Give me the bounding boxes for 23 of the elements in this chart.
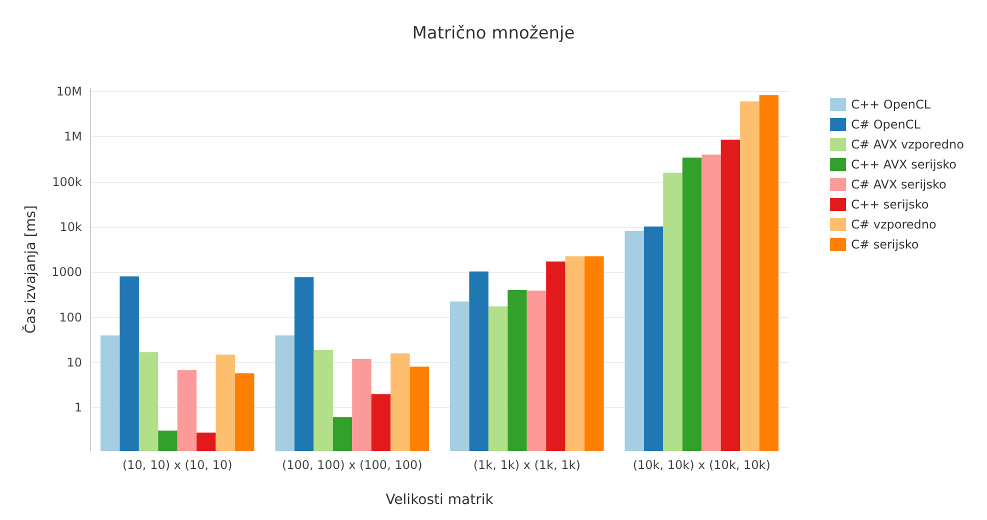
legend-label: C# AVX serijsko: [851, 178, 946, 192]
legend-label: C++ OpenCL: [851, 98, 931, 112]
y-tick-label: 100k: [52, 174, 82, 189]
y-tick-label: 1M: [64, 130, 82, 144]
legend-label: C# serijsko: [851, 238, 919, 252]
y-tick-label: 1: [74, 400, 82, 415]
x-tick-label: (100, 100) x (100, 100): [282, 458, 422, 472]
chart-title: Matrično množenje: [412, 24, 575, 44]
x-axis-title: Velikosti matrik: [386, 492, 494, 508]
x-tick-label: (10k, 10k) x (10k, 10k): [632, 458, 770, 472]
y-tick-label: 10: [66, 356, 82, 370]
y-tick-label: 100: [59, 310, 82, 324]
x-tick-label: (1k, 1k) x (1k, 1k): [473, 458, 580, 472]
legend-label: C++ AVX serijsko: [851, 158, 956, 172]
legend-label: C# vzporedno: [851, 218, 936, 232]
legend-label: C# OpenCL: [851, 118, 921, 132]
x-tick-label: (10, 10) x (10, 10): [122, 458, 232, 472]
legend-label: C++ serijsko: [851, 198, 929, 212]
y-tick-label: 10M: [56, 84, 82, 99]
y-tick-label: 10k: [60, 220, 82, 234]
legend-label: C# AVX vzporedno: [851, 138, 964, 152]
y-tick-label: 1000: [51, 265, 82, 280]
y-axis-title: Čas izvajanja [ms]: [22, 205, 39, 334]
